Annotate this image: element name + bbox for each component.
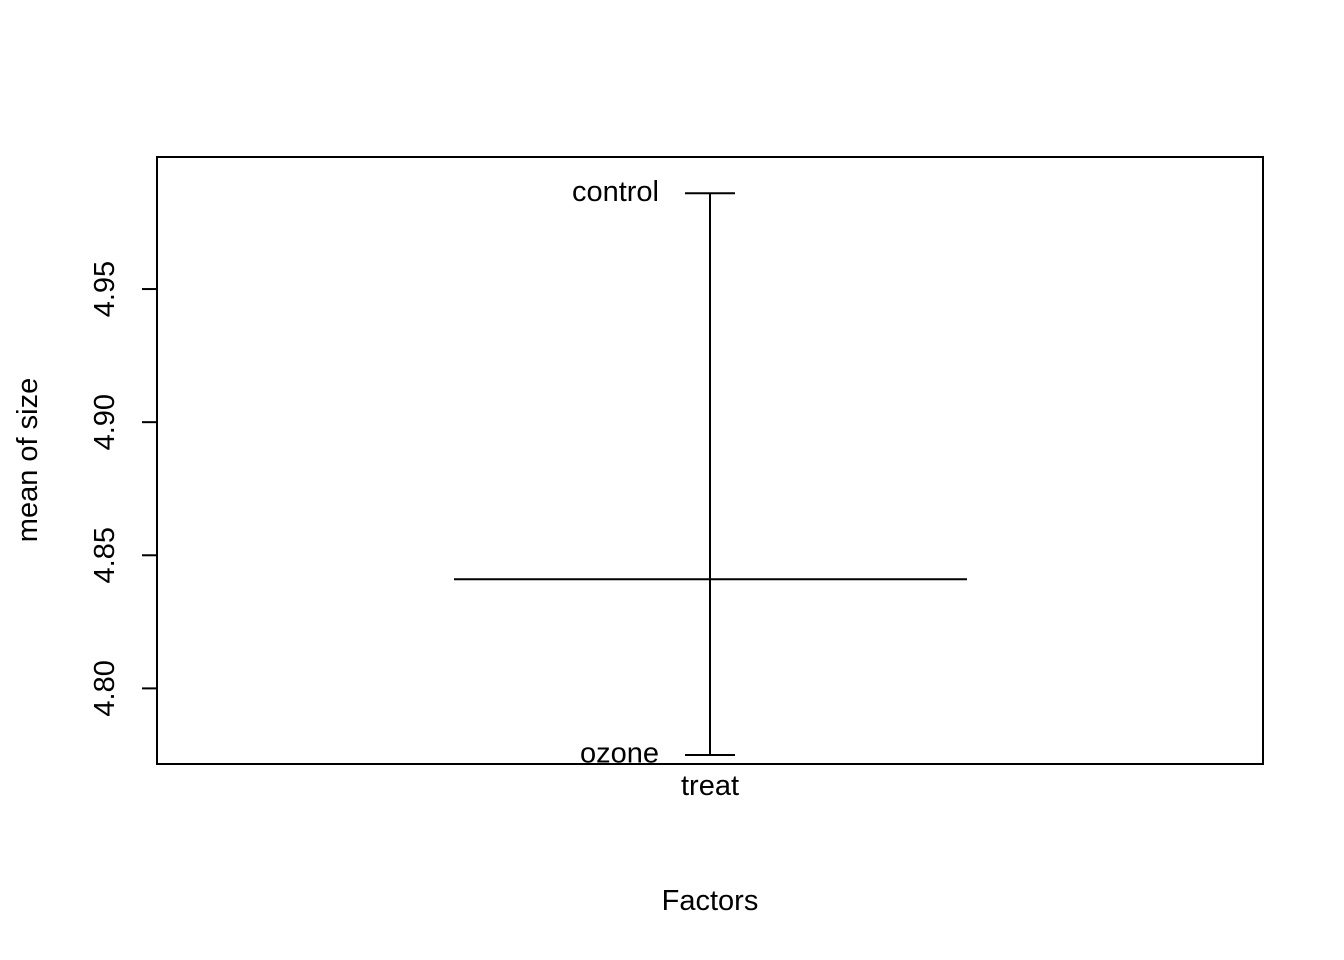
y-tick-label: 4.80 bbox=[89, 660, 121, 716]
factor-marks: control ozone treat bbox=[454, 176, 967, 802]
y-tick-label: 4.95 bbox=[89, 261, 121, 317]
x-axis-title: Factors bbox=[662, 885, 759, 917]
level-label: control bbox=[572, 176, 659, 208]
y-axis-title: mean of size bbox=[12, 378, 44, 542]
y-tick-label: 4.85 bbox=[89, 527, 121, 583]
level-label: ozone bbox=[580, 738, 659, 770]
factor-label: treat bbox=[681, 770, 739, 802]
y-axis-ticks: 4.80 4.85 4.90 4.95 bbox=[89, 261, 157, 717]
y-tick-label: 4.90 bbox=[89, 394, 121, 450]
